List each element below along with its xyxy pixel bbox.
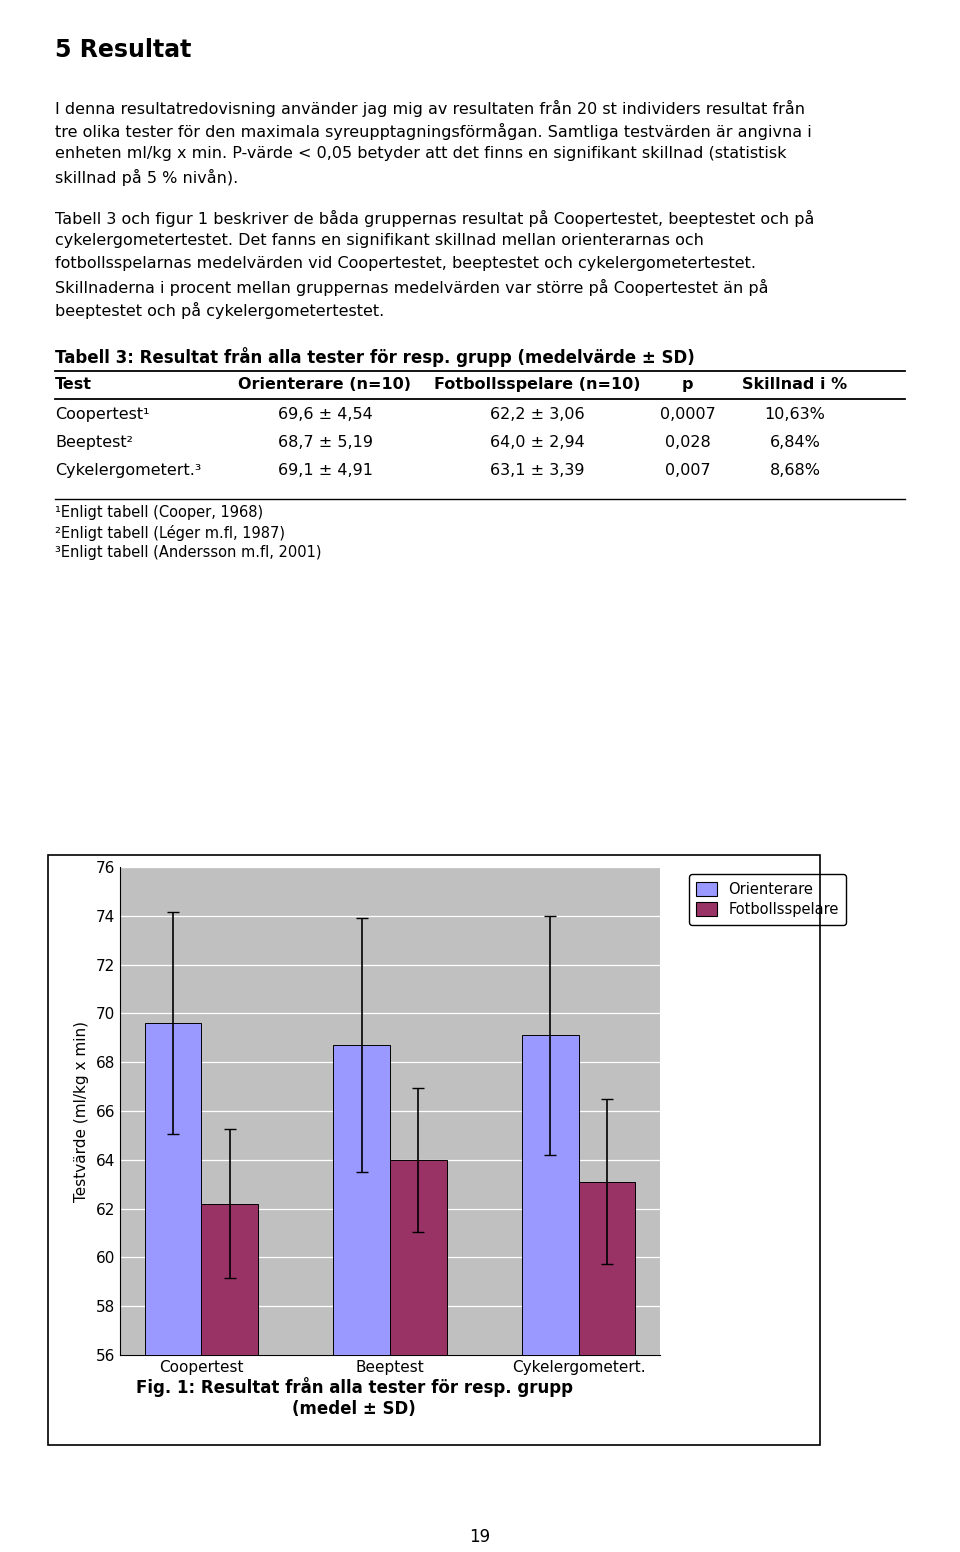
Text: fotbollsspelarnas medelvärden vid Coopertestet, beeptestet och cykelergometertes: fotbollsspelarnas medelvärden vid Cooper…: [55, 256, 756, 272]
Text: ²Enligt tabell (Léger m.fl, 1987): ²Enligt tabell (Léger m.fl, 1987): [55, 525, 285, 542]
Text: Orienterare (n=10): Orienterare (n=10): [238, 377, 412, 393]
Text: Coopertest¹: Coopertest¹: [55, 407, 150, 422]
Bar: [145, 1023, 202, 1552]
Text: cykelergometertestet. Det fanns en signifikant skillnad mellan orienterarnas och: cykelergometertestet. Det fanns en signi…: [55, 233, 704, 248]
Bar: [522, 1035, 579, 1552]
Text: 69,1 ± 4,91: 69,1 ± 4,91: [277, 462, 372, 478]
Text: 68,7 ± 5,19: 68,7 ± 5,19: [277, 435, 372, 450]
Bar: [390, 1159, 446, 1552]
Text: Beeptest²: Beeptest²: [55, 435, 132, 450]
Text: skillnad på 5 % nivån).: skillnad på 5 % nivån).: [55, 169, 238, 186]
Text: 6,84%: 6,84%: [770, 435, 821, 450]
Text: p: p: [682, 377, 693, 393]
Text: 0,007: 0,007: [664, 462, 710, 478]
Text: 10,63%: 10,63%: [764, 407, 826, 422]
Text: Tabell 3 och figur 1 beskriver de båda gruppernas resultat på Coopertestet, beep: Tabell 3 och figur 1 beskriver de båda g…: [55, 210, 814, 227]
Text: 0,0007: 0,0007: [660, 407, 715, 422]
Text: ¹Enligt tabell (Cooper, 1968): ¹Enligt tabell (Cooper, 1968): [55, 504, 263, 520]
Text: 8,68%: 8,68%: [770, 462, 821, 478]
Text: enheten ml/kg x min. P-värde < 0,05 betyder att det finns en signifikant skillna: enheten ml/kg x min. P-värde < 0,05 bety…: [55, 146, 786, 161]
Text: 63,1 ± 3,39: 63,1 ± 3,39: [491, 462, 585, 478]
Text: Fotbollsspelare (n=10): Fotbollsspelare (n=10): [434, 377, 640, 393]
Text: Test: Test: [55, 377, 92, 393]
Legend: Orienterare, Fotbollsspelare: Orienterare, Fotbollsspelare: [689, 874, 846, 925]
Text: Tabell 3: Resultat från alla tester för resp. grupp (medelvärde ± SD): Tabell 3: Resultat från alla tester för …: [55, 348, 695, 366]
Text: Fig. 1: Resultat från alla tester för resp. grupp
(medel ± SD): Fig. 1: Resultat från alla tester för re…: [135, 1377, 572, 1419]
Text: 5 Resultat: 5 Resultat: [55, 37, 191, 62]
Text: ³Enligt tabell (Andersson m.fl, 2001): ³Enligt tabell (Andersson m.fl, 2001): [55, 545, 322, 560]
Text: beeptestet och på cykelergometertestet.: beeptestet och på cykelergometertestet.: [55, 303, 384, 320]
Text: Cykelergometert.³: Cykelergometert.³: [55, 462, 202, 478]
Bar: [202, 1204, 258, 1552]
Text: Skillnad i %: Skillnad i %: [742, 377, 848, 393]
Text: 69,6 ± 4,54: 69,6 ± 4,54: [277, 407, 372, 422]
Text: 19: 19: [469, 1529, 491, 1546]
Text: I denna resultatredovisning använder jag mig av resultaten från 20 st individers: I denna resultatredovisning använder jag…: [55, 99, 805, 116]
Text: 64,0 ± 2,94: 64,0 ± 2,94: [491, 435, 585, 450]
Bar: [333, 1044, 390, 1552]
Text: tre olika tester för den maximala syreupptagningsförmågan. Samtliga testvärden ä: tre olika tester för den maximala syreup…: [55, 123, 812, 140]
Text: Skillnaderna i procent mellan gruppernas medelvärden var större på Coopertestet : Skillnaderna i procent mellan gruppernas…: [55, 279, 769, 296]
Y-axis label: Testvärde (ml/kg x min): Testvärde (ml/kg x min): [74, 1021, 88, 1201]
Text: 0,028: 0,028: [664, 435, 710, 450]
Text: 62,2 ± 3,06: 62,2 ± 3,06: [491, 407, 585, 422]
Bar: [579, 1181, 636, 1552]
